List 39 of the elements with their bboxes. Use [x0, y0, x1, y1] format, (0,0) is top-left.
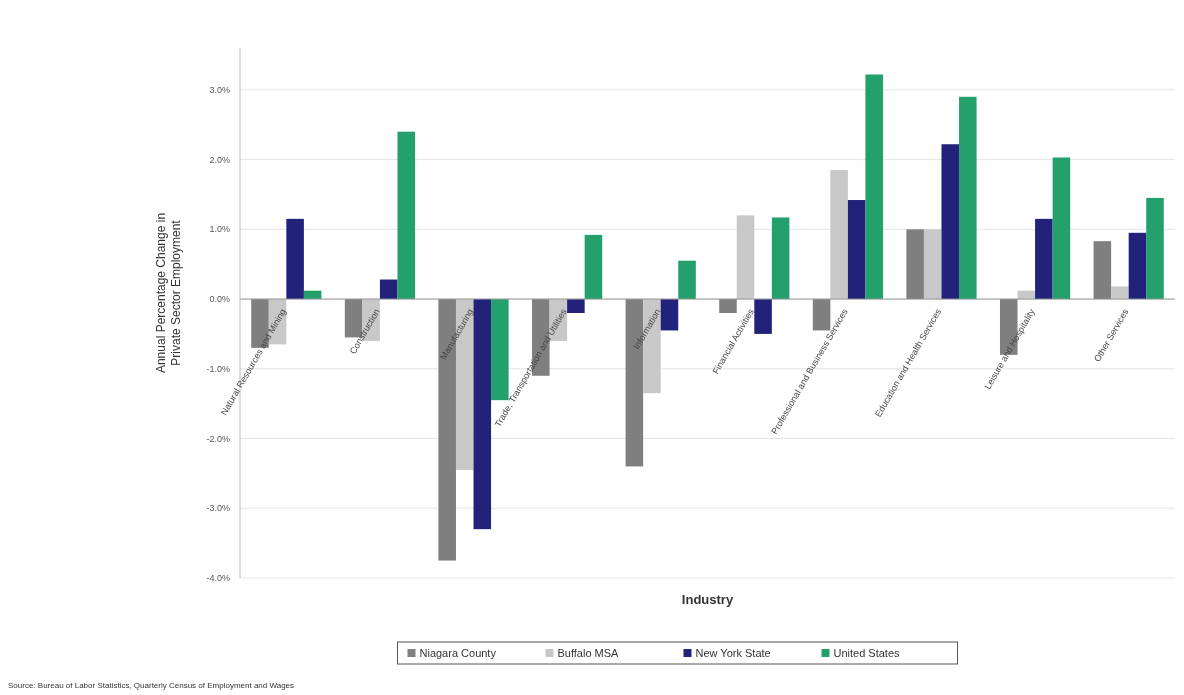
bar [941, 144, 960, 300]
bar [660, 299, 679, 331]
bar [286, 218, 304, 300]
legend-label: New York State [695, 647, 771, 659]
y-tick-label: 2.0% [209, 154, 230, 165]
bar [906, 229, 924, 300]
y-tick-label: -3.0% [206, 503, 230, 514]
bar [1052, 157, 1071, 300]
bar [771, 217, 790, 300]
y-tick-label: 0.0% [209, 294, 230, 305]
y-tick-label: -2.0% [206, 433, 230, 444]
y-tick-label: -4.0% [206, 573, 230, 584]
legend-label: Buffalo MSA [557, 647, 620, 659]
bar [678, 260, 696, 300]
y-tick-label: 3.0% [209, 84, 230, 95]
legend-label: Niagara County [419, 647, 497, 659]
source-note: Source: Bureau of Labor Statistics, Quarterly Census of Employment and Wages [8, 681, 295, 690]
bar [473, 299, 492, 530]
x-axis-title: Industry [681, 592, 734, 607]
bar [1128, 232, 1147, 300]
y-tick-label: -1.0% [206, 363, 230, 374]
legend-label: United States [833, 647, 901, 659]
bar [491, 299, 509, 401]
bar [1035, 218, 1053, 300]
bar [754, 299, 772, 334]
bar [736, 215, 755, 300]
bar [1111, 286, 1129, 300]
y-axis-title: Annual Percentage Change in Private Sector Employment [154, 212, 183, 374]
bar [1146, 197, 1164, 300]
bar [865, 74, 883, 300]
bar [584, 234, 603, 300]
bar [567, 299, 585, 313]
y-tick-label: 1.0% [209, 224, 230, 235]
bar [830, 170, 848, 300]
bar [847, 200, 866, 300]
bar [1093, 241, 1112, 300]
bar [397, 131, 416, 300]
bar [959, 96, 977, 300]
bar [923, 229, 942, 300]
